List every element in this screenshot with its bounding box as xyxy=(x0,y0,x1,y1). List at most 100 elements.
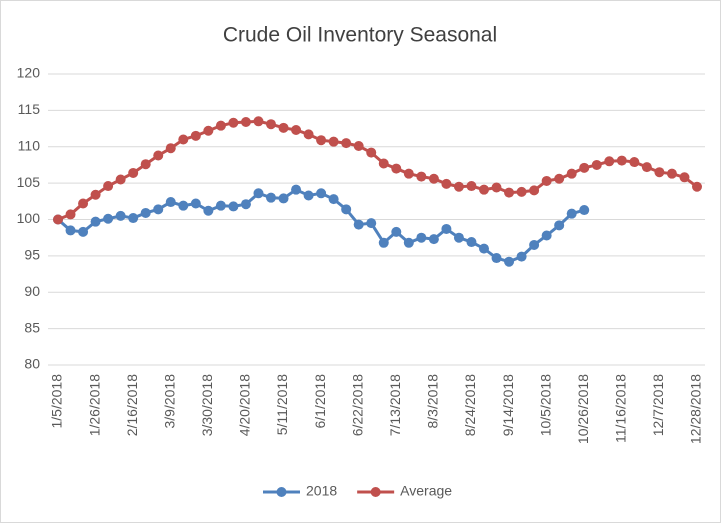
legend-label: Average xyxy=(400,483,452,499)
data-point xyxy=(504,187,515,198)
data-point xyxy=(378,158,389,169)
x-tick-label: 3/9/2018 xyxy=(161,374,177,429)
data-point xyxy=(491,253,502,264)
data-point xyxy=(103,181,114,192)
x-tick-label: 5/11/2018 xyxy=(274,374,290,435)
data-point xyxy=(366,147,377,158)
data-point xyxy=(215,120,226,131)
y-tick-label: 80 xyxy=(24,356,40,372)
data-point xyxy=(316,188,327,199)
data-point xyxy=(554,220,565,231)
data-point xyxy=(441,178,452,189)
data-point xyxy=(616,155,627,166)
x-tick-label: 3/30/2018 xyxy=(199,374,215,436)
y-tick-label: 105 xyxy=(17,174,41,190)
data-point xyxy=(541,175,552,186)
y-tick-label: 110 xyxy=(18,137,41,153)
data-point xyxy=(103,213,114,224)
data-point xyxy=(566,208,577,219)
data-point xyxy=(604,156,615,167)
data-point xyxy=(341,204,352,215)
data-point xyxy=(115,174,126,185)
data-point xyxy=(203,125,214,136)
data-point xyxy=(153,150,164,161)
data-point xyxy=(403,168,414,179)
legend-marker xyxy=(370,487,381,497)
data-point xyxy=(516,251,527,262)
data-point xyxy=(479,243,489,254)
data-point xyxy=(453,232,464,243)
data-point xyxy=(240,199,251,210)
data-point xyxy=(240,117,251,128)
data-point xyxy=(529,185,540,196)
data-point xyxy=(504,256,515,267)
data-point xyxy=(491,182,502,193)
data-point xyxy=(391,226,402,237)
y-tick-label: 90 xyxy=(24,283,40,299)
data-point xyxy=(629,157,640,168)
data-point xyxy=(65,209,76,220)
data-point xyxy=(78,198,89,209)
y-tick-label: 100 xyxy=(17,210,41,226)
data-point xyxy=(140,207,151,218)
data-point xyxy=(266,192,276,203)
data-point xyxy=(90,189,101,200)
data-point xyxy=(291,125,302,136)
data-point xyxy=(428,173,439,184)
series-line xyxy=(57,119,698,221)
y-tick-label: 120 xyxy=(17,65,41,81)
data-point xyxy=(466,181,477,192)
data-point xyxy=(328,194,339,205)
legend-marker xyxy=(276,487,287,497)
data-point xyxy=(190,130,201,141)
data-point xyxy=(353,219,364,230)
data-point xyxy=(228,201,239,212)
legend-label: 2018 xyxy=(306,483,337,499)
data-point xyxy=(516,186,527,197)
x-tick-label: 6/22/2018 xyxy=(349,374,365,436)
data-point xyxy=(554,173,565,184)
x-tick-label: 12/7/2018 xyxy=(650,374,666,436)
x-tick-label: 1/26/2018 xyxy=(86,374,102,436)
x-tick-label: 2/16/2018 xyxy=(124,374,140,436)
data-point xyxy=(278,193,289,204)
data-point xyxy=(591,159,602,170)
x-tick-label: 1/5/2018 xyxy=(49,374,65,429)
data-point xyxy=(579,162,590,173)
data-point xyxy=(529,239,540,250)
data-point xyxy=(441,223,452,234)
data-point xyxy=(466,237,477,248)
data-point xyxy=(53,214,63,225)
data-point xyxy=(428,234,439,245)
data-point xyxy=(328,136,339,147)
y-tick-label: 85 xyxy=(24,319,40,335)
data-point xyxy=(253,116,264,127)
data-point xyxy=(190,198,201,209)
data-point xyxy=(140,159,151,170)
data-point xyxy=(316,135,327,146)
x-tick-label: 6/1/2018 xyxy=(312,374,328,429)
data-point xyxy=(378,237,389,248)
x-tick-label: 9/14/2018 xyxy=(500,374,516,436)
x-tick-label: 7/13/2018 xyxy=(387,374,403,436)
data-point xyxy=(403,237,414,248)
x-tick-label: 4/20/2018 xyxy=(237,374,253,436)
data-point xyxy=(541,230,552,241)
y-tick-label: 95 xyxy=(24,247,40,263)
x-tick-label: 10/26/2018 xyxy=(575,374,591,444)
x-tick-label: 8/3/2018 xyxy=(425,374,441,429)
data-point xyxy=(303,190,314,201)
data-point xyxy=(416,232,427,243)
data-point xyxy=(90,216,101,227)
data-point xyxy=(165,143,176,154)
y-tick-label: 115 xyxy=(18,101,41,117)
data-point xyxy=(128,213,139,224)
data-point xyxy=(178,200,189,211)
data-point xyxy=(303,129,314,140)
data-point xyxy=(479,184,489,195)
x-tick-label: 11/16/2018 xyxy=(613,374,629,443)
data-point xyxy=(128,167,139,178)
data-point xyxy=(215,200,226,211)
data-point xyxy=(65,225,76,236)
